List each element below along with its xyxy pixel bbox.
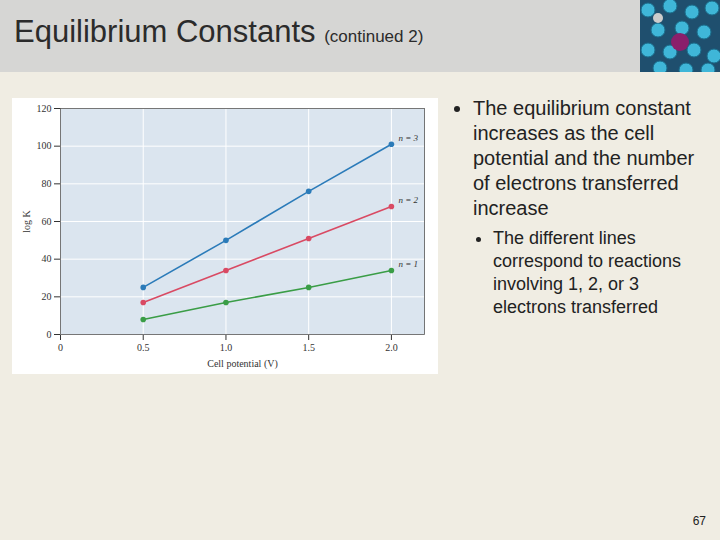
svg-text:40: 40 — [42, 253, 52, 264]
html-text:Equilibrium Constants(continue: Equilibrium Constants(continued 2) — [14, 14, 424, 49]
svg-text:120: 120 — [37, 103, 52, 114]
svg-text:1.5: 1.5 — [302, 342, 315, 353]
svg-text:2.0: 2.0 — [385, 342, 398, 353]
svg-text:n = 2: n = 2 — [398, 195, 418, 205]
svg-text:0: 0 — [58, 342, 63, 353]
html-text:The different lines correspond: The different lines correspond to reacti… — [493, 228, 682, 317]
svg-text:n = 1: n = 1 — [398, 259, 418, 269]
html-text:67: 67 — [692, 514, 706, 528]
svg-text:0: 0 — [47, 329, 52, 340]
svg-text:80: 80 — [42, 178, 52, 189]
svg-text:log K: log K — [21, 209, 32, 232]
svg-text:1.0: 1.0 — [220, 342, 233, 353]
svg-text:60: 60 — [42, 216, 52, 227]
html-text:The equilibrium constant incre: The equilibrium constant increases as th… — [473, 97, 695, 219]
svg-text:0.5: 0.5 — [137, 342, 150, 353]
svg-text:100: 100 — [37, 140, 52, 151]
svg-text:n = 3: n = 3 — [398, 133, 418, 143]
svg-text:20: 20 — [42, 291, 52, 302]
svg-text:Cell potential (V): Cell potential (V) — [207, 358, 278, 370]
